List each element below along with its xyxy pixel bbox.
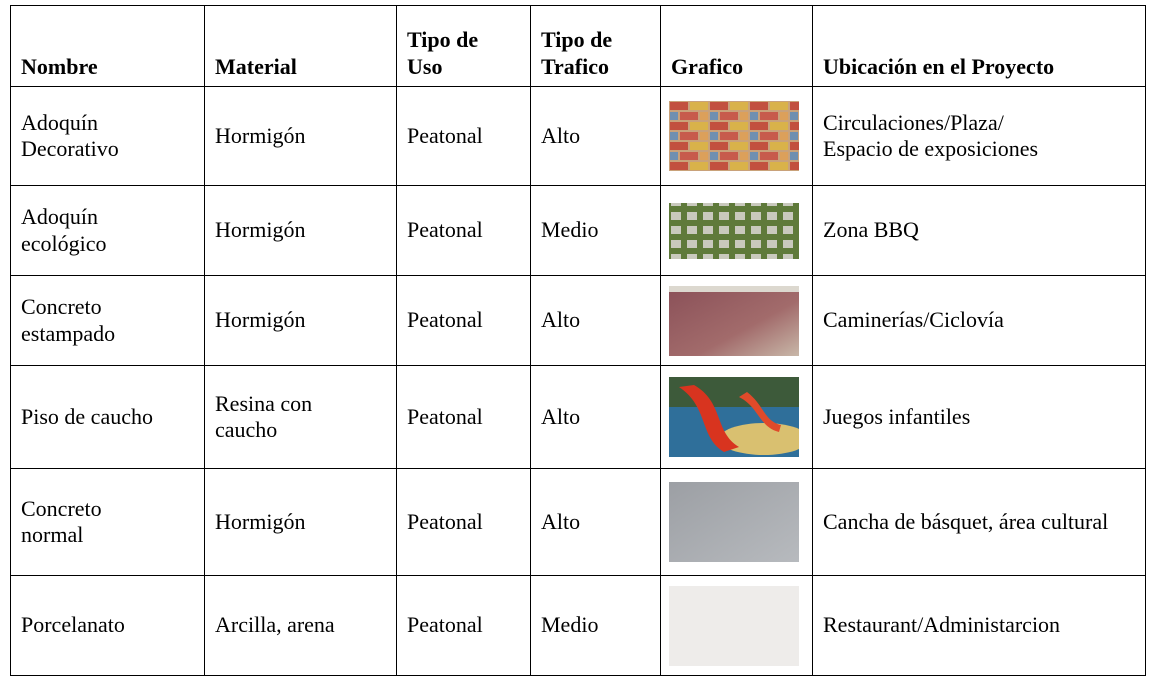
- header-cell: Grafico: [660, 5, 813, 87]
- material-photo: [669, 285, 799, 356]
- graphic-cell: [660, 575, 813, 676]
- table-cell: Piso de caucho: [10, 365, 205, 469]
- table-row: Adoquín Decorativo Hormigón Peatonal Alto Ci…: [10, 86, 1146, 186]
- graphic-cell: [660, 468, 813, 576]
- header-cell: Material: [204, 5, 397, 87]
- table-cell: Zona BBQ: [812, 185, 1146, 276]
- material-photo: [669, 377, 799, 457]
- table-cell: Resina con caucho: [204, 365, 397, 469]
- header-cell: Tipo de Uso: [396, 5, 531, 87]
- table-body: Adoquín Decorativo Hormigón Peatonal Alto Ci…: [10, 86, 1146, 676]
- table-cell: Hormigón: [204, 275, 397, 366]
- table-cell: Peatonal: [396, 575, 531, 676]
- table-cell: Hormigón: [204, 185, 397, 276]
- header-row: Nombre Material Tipo de Uso Tipo de Traf…: [10, 5, 1146, 87]
- graphic-cell: [660, 275, 813, 366]
- material-photo: [669, 202, 799, 259]
- table-cell: Peatonal: [396, 86, 531, 186]
- table-cell: Peatonal: [396, 275, 531, 366]
- table-row: Concreto estampado Hormigón Peatonal Alto Ca…: [10, 275, 1146, 366]
- table-row: Piso de caucho Resina con caucho Peatonal A…: [10, 365, 1146, 469]
- table-cell: Porcelanato: [10, 575, 205, 676]
- table-row: Concreto normal Hormigón Peatonal Alto Canch…: [10, 468, 1146, 576]
- materials-table: Nombre Material Tipo de Uso Tipo de Traf…: [10, 5, 1146, 676]
- table-cell: Medio: [530, 185, 661, 276]
- table-cell: Adoquín ecológico: [10, 185, 205, 276]
- table-cell: Juegos infantiles: [812, 365, 1146, 469]
- table-cell: Hormigón: [204, 468, 397, 576]
- header-cell: Nombre: [10, 5, 205, 87]
- table-cell: Restaurant/Administarcion: [812, 575, 1146, 676]
- table-cell: Adoquín Decorativo: [10, 86, 205, 186]
- table-cell: Alto: [530, 468, 661, 576]
- graphic-cell: [660, 86, 813, 186]
- graphic-cell: [660, 185, 813, 276]
- table-cell: Alto: [530, 365, 661, 469]
- material-photo: [669, 585, 799, 666]
- graphic-cell: [660, 365, 813, 469]
- table-cell: Alto: [530, 275, 661, 366]
- table-cell: Alto: [530, 86, 661, 186]
- table-row: Adoquín ecológico Hormigón Peatonal Medio Zo…: [10, 185, 1146, 276]
- table-cell: Caminerías/Ciclovía: [812, 275, 1146, 366]
- material-photo: [669, 482, 799, 562]
- table-cell: Peatonal: [396, 185, 531, 276]
- table-cell: Medio: [530, 575, 661, 676]
- table-cell: Peatonal: [396, 365, 531, 469]
- table-cell: Concreto normal: [10, 468, 205, 576]
- header-cell: Tipo de Trafico: [530, 5, 661, 87]
- table-cell: Peatonal: [396, 468, 531, 576]
- table-row: Porcelanato Arcilla, arena Peatonal Medio Re…: [10, 575, 1146, 676]
- table-cell: Circulaciones/Plaza/ Espacio de exposici…: [812, 86, 1146, 186]
- table-cell: Arcilla, arena: [204, 575, 397, 676]
- table-cell: Hormigón: [204, 86, 397, 186]
- header-cell: Ubicación en el Proyecto: [812, 5, 1146, 87]
- table-cell: Concreto estampado: [10, 275, 205, 366]
- material-photo: [669, 101, 799, 171]
- table-cell: Cancha de básquet, área cultural: [812, 468, 1146, 576]
